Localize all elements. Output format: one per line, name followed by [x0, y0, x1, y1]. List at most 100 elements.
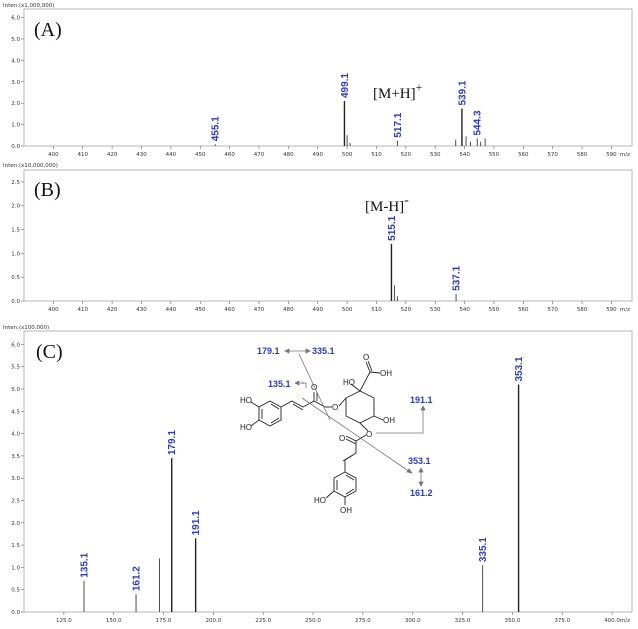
panel-b-xtick-label: 550: [489, 307, 500, 313]
upper-ring-to-ho1: [251, 402, 259, 407]
atom-label-cooh-oh: OH: [380, 369, 392, 378]
panel-c-x-unit-label: m/z: [620, 618, 630, 624]
panel-b-xtick-label: 400: [48, 307, 59, 313]
panel-a-peak-label: 539.1: [457, 80, 468, 105]
panel-c-peak-label: 353.1: [514, 356, 525, 381]
panel-c-xtick-label: 300.0: [405, 618, 421, 624]
panel-a-x-unit-label: m/z: [620, 152, 630, 158]
panel-a-xtick-label: 470: [254, 152, 265, 158]
panel-b-xtick-label: 500: [342, 307, 353, 313]
arrow-split-head: [407, 469, 412, 473]
panel-b-xtick-label: 470: [254, 307, 265, 313]
panel-b-intensity-label: Inten.(x10,000,000): [3, 163, 58, 169]
panel-b-xtick-label: 420: [107, 307, 118, 313]
panel-a-xtick-label: 510: [371, 152, 382, 158]
panel-b-x-unit-label: m/z: [620, 307, 630, 313]
panel-a-xtick-label: 570: [547, 152, 558, 158]
arrow-353-161-top: [419, 468, 423, 472]
panel-a-xtick-label: 590: [606, 152, 617, 158]
panel-c-peak-label: 335.1: [478, 537, 489, 562]
panel-a-ion-label: [M+H]+: [373, 80, 423, 102]
panel-a-chart: Inten.(x1,000,000) 0.0 1.0 2.0 3.0 4.0 5.0 6.0…: [3, 3, 632, 158]
panel-c-xtick-label: 400.0: [604, 618, 620, 624]
fragment-label-335: 335.1: [312, 346, 335, 356]
panel-a-peak-label: 544.3: [473, 110, 484, 135]
panel-c-ytick-label: 5.5: [11, 365, 20, 371]
panel-c-ytick-label: 0.5: [11, 588, 20, 594]
panel-b-peak-label: 515.1: [387, 215, 398, 240]
panel-b-chart: Inten.(x10,000,000) 0.0 0.5 1.0 1.5 2.0 2.5 4…: [3, 163, 632, 313]
split-line-lower: [302, 398, 410, 472]
arrow-135-head: [295, 381, 299, 385]
structure-atom-labels: HO HO OH O O O O O HO OH HO OH: [240, 353, 395, 515]
fragment-label-161: 161.2: [410, 488, 433, 498]
fragment-label-135: 135.1: [268, 379, 291, 389]
atom-label-upper-ester-o: O: [332, 403, 338, 412]
fragment-label-179: 179.1: [257, 346, 280, 356]
panel-a-y-axis: 0.0 1.0 2.0 3.0 4.0 5.0 6.0: [11, 16, 24, 150]
panel-b-xtick-label: 590: [606, 307, 617, 313]
panel-b-xtick-label: 440: [166, 307, 177, 313]
panel-a-xtick-label: 490: [312, 152, 323, 158]
panel-b-letter: (B): [34, 179, 61, 201]
panel-c-ytick-label: 1.5: [11, 543, 20, 549]
panel-a-ytick-label: 1.0: [11, 123, 20, 129]
panel-a-xtick-label: 460: [224, 152, 235, 158]
panel-a-xtick-label: 500: [342, 152, 353, 158]
fragmentation-annotations: [285, 349, 425, 486]
panel-a-xtick-label: 550: [489, 152, 500, 158]
panel-b-xtick-label: 520: [401, 307, 412, 313]
panel-a-xtick-label: 450: [195, 152, 206, 158]
panel-a-xtick-label: 440: [166, 152, 177, 158]
split-line-upper: [299, 354, 330, 420]
panel-a-xtick-label: 580: [577, 152, 588, 158]
panel-a-peak-label: 499.1: [340, 73, 351, 98]
atom-label-cooh-o: O: [363, 353, 369, 362]
panel-b-xtick-label: 510: [371, 307, 382, 313]
atom-label-upper-ho2: HO: [240, 423, 252, 432]
panel-a-ytick-label: 6.0: [11, 16, 20, 22]
lower-chain-double-bond: [343, 455, 353, 461]
panel-c-xtick-label: 350.0: [505, 618, 521, 624]
panel-a-peak-label: 517.1: [393, 112, 404, 137]
arrow-353-161-bottom: [419, 482, 423, 486]
panel-a-ytick-label: 0.0: [11, 144, 20, 150]
atom-label-upper-ho1: HO: [240, 396, 252, 405]
panel-b-y-axis: 0.0 0.5 1.0 1.5 2.0 2.5: [11, 180, 24, 305]
panel-c-xtick-label: 325.0: [455, 618, 471, 624]
panel-c-intensity-label: Inten.(x100,000): [3, 325, 49, 331]
panel-c-ytick-label: 5.0: [11, 387, 20, 393]
panel-a-letter: (A): [34, 19, 62, 41]
panel-b-frame: [24, 170, 632, 301]
panel-a-xtick-label: 400: [48, 152, 59, 158]
panel-b-x-axis: 400 410 420 430 440 450 460 470 480 490 500 510 520 5…: [48, 301, 630, 313]
panel-a-intensity-label: Inten.(x1,000,000): [3, 3, 54, 9]
panel-a-x-axis: 400 410 420 430 440 450 460 470 480 490 500 510 520 5…: [48, 146, 630, 158]
panel-c-peaks: [84, 385, 519, 612]
panel-c-ytick-label: 0.0: [11, 610, 20, 616]
panel-a-ytick-label: 5.0: [11, 37, 20, 43]
panel-a-xtick-label: 540: [459, 152, 470, 158]
panel-b-ion-label: [M-H]-: [365, 193, 409, 215]
panel-a-xtick-label: 430: [136, 152, 147, 158]
panel-c-xtick-label: 275.0: [355, 618, 371, 624]
atom-label-quinic-oh: OH: [383, 416, 395, 425]
panel-b-ytick-label: 0.5: [11, 275, 20, 281]
arrow-head-left: [285, 349, 289, 353]
panel-a-ytick-label: 2.0: [11, 101, 20, 107]
panel-c-peak-label: 179.1: [167, 430, 178, 455]
panel-c-ytick-label: 2.0: [11, 521, 20, 527]
panel-c-ytick-label: 1.0: [11, 565, 20, 571]
panel-b-xtick-label: 540: [459, 307, 470, 313]
panel-b-xtick-label: 490: [312, 307, 323, 313]
panel-c-ytick-label: 3.5: [11, 454, 20, 460]
panel-c-peak-labels: 135.1 161.2 179.1 191.1 335.1 353.1: [80, 356, 526, 591]
panel-b-xtick-label: 410: [77, 307, 88, 313]
arrow-191-head: [421, 406, 425, 410]
panel-a-xtick-label: 480: [283, 152, 294, 158]
atom-label-lower-ho: HO: [314, 496, 326, 505]
lower-ring-to-ho: [326, 491, 334, 498]
panel-c-xtick-label: 250.0: [305, 618, 321, 624]
quinic-to-ester-o: [339, 398, 346, 406]
